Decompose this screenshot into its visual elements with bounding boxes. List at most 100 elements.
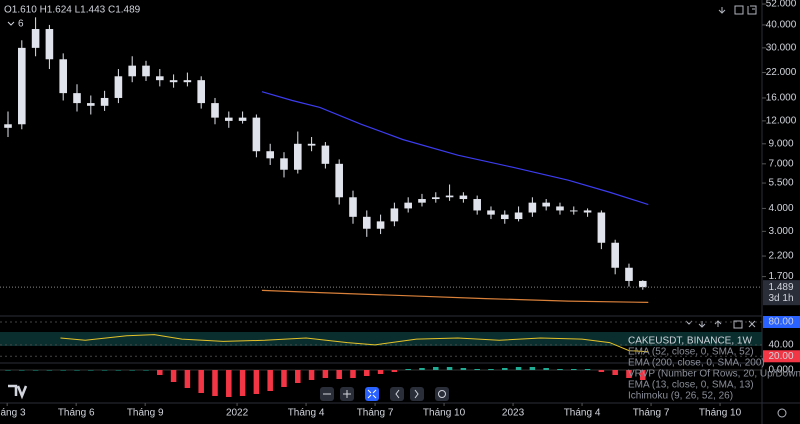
candle-body bbox=[500, 214, 509, 220]
macd-bar bbox=[571, 369, 577, 370]
countdown: 3d 1h bbox=[768, 293, 793, 304]
macd-bar bbox=[460, 368, 467, 370]
candle-body bbox=[390, 208, 399, 222]
icon[interactable] bbox=[733, 320, 743, 329]
scroll-right[interactable] bbox=[410, 387, 424, 401]
candle-body bbox=[487, 210, 495, 215]
macd-bar bbox=[488, 369, 494, 370]
macd-bar bbox=[281, 370, 287, 387]
macd-bar bbox=[101, 370, 108, 371]
macd-tick-label: 0.000 bbox=[768, 365, 793, 376]
last-price-box bbox=[763, 280, 800, 306]
x-tick-label: Tháng 4 bbox=[564, 408, 601, 419]
macd-bar bbox=[46, 370, 53, 371]
y-tick-label: 52.000 bbox=[766, 0, 797, 10]
plot-area bbox=[4, 17, 649, 303]
candle-body bbox=[266, 151, 274, 159]
indicator-legend: CAKEUSDT, BINANCE, 1W bbox=[628, 336, 752, 347]
scroll-left[interactable] bbox=[390, 387, 404, 401]
x-tick-label: Tháng 3 bbox=[0, 408, 26, 419]
macd-bar bbox=[226, 370, 232, 397]
candle-body bbox=[349, 197, 357, 217]
macd-bar bbox=[74, 370, 80, 371]
x-tick-label: 2023 bbox=[502, 408, 525, 419]
overlay-line bbox=[261, 289, 649, 303]
candle-body bbox=[445, 195, 454, 198]
y-tick-label: 16.000 bbox=[766, 93, 797, 104]
macd-bar bbox=[419, 368, 425, 370]
macd-bar bbox=[529, 367, 536, 370]
macd-bar bbox=[212, 370, 218, 396]
macd-bar bbox=[350, 370, 356, 378]
macd-bar bbox=[474, 369, 480, 370]
candle-body bbox=[514, 212, 523, 220]
macd-bar bbox=[515, 367, 522, 370]
candle-body bbox=[169, 80, 178, 83]
macd-bar bbox=[640, 370, 646, 380]
candle-body bbox=[100, 97, 109, 106]
candle-body bbox=[376, 221, 385, 229]
macd-bar bbox=[170, 370, 177, 382]
indicator-legend: EMA (200, close, 0, SMA, 200) bbox=[628, 358, 765, 369]
y-tick-label: 9.000 bbox=[768, 138, 793, 149]
rsi-tick-box bbox=[763, 350, 800, 363]
macd-bar bbox=[184, 370, 191, 388]
collapse-icon[interactable] bbox=[7, 21, 15, 26]
rsi-tick-label: 20.00 bbox=[768, 351, 793, 362]
candle-body bbox=[45, 29, 54, 60]
macd-bar bbox=[32, 370, 39, 371]
macd-bar bbox=[115, 370, 122, 371]
icon bbox=[438, 390, 446, 398]
macd-bar bbox=[584, 369, 591, 370]
icon[interactable] bbox=[718, 7, 726, 14]
candle-body bbox=[293, 143, 302, 170]
icon[interactable] bbox=[747, 5, 757, 15]
reset-view[interactable] bbox=[365, 387, 379, 401]
reload[interactable] bbox=[435, 387, 449, 401]
macd-bar bbox=[239, 370, 246, 396]
candle-body bbox=[321, 145, 330, 164]
candle-body bbox=[638, 280, 647, 288]
rsi-line bbox=[60, 334, 649, 353]
candle-body bbox=[528, 202, 537, 213]
macd-bar bbox=[157, 370, 163, 375]
x-tick-label: Tháng 10 bbox=[699, 408, 742, 419]
candle-body bbox=[224, 117, 233, 121]
candle-body bbox=[4, 124, 12, 128]
rsi-tick-label: 40.00 bbox=[768, 339, 793, 350]
indicator-count[interactable]: 6 bbox=[18, 19, 24, 30]
candle-body bbox=[459, 195, 468, 200]
y-tick-label: 5.500 bbox=[768, 178, 793, 189]
x-tick-label: Tháng 10 bbox=[423, 408, 466, 419]
overlay-line bbox=[261, 91, 649, 206]
macd-bar bbox=[308, 370, 315, 380]
nav-toolbar bbox=[320, 387, 449, 401]
indicator-legend: EMA (52, close, 0, SMA, 52) bbox=[628, 347, 754, 358]
indicator-legend: VRVP (Number Of Rows, 20, Up/Down, 70) bbox=[628, 369, 800, 380]
candle-body bbox=[335, 163, 343, 198]
settings-icon[interactable] bbox=[777, 408, 787, 418]
candle-body bbox=[183, 80, 192, 83]
candle-body bbox=[156, 76, 164, 81]
rsi-tick-box bbox=[763, 316, 800, 328]
candle-body bbox=[252, 117, 261, 152]
macd-bar bbox=[129, 370, 135, 371]
candle-body bbox=[431, 197, 440, 200]
candle-body bbox=[362, 216, 371, 229]
x-tick-label: Tháng 7 bbox=[357, 408, 394, 419]
candle-body bbox=[542, 202, 550, 207]
macd-bar bbox=[364, 370, 370, 376]
x-tick-label: 2022 bbox=[226, 408, 249, 419]
candle-body bbox=[142, 65, 150, 77]
y-tick-label: 12.000 bbox=[766, 116, 797, 127]
y-tick-label: 7.000 bbox=[768, 158, 793, 169]
candle-body bbox=[197, 80, 205, 104]
logo bbox=[8, 384, 28, 400]
y-tick-label: 22.000 bbox=[766, 67, 797, 78]
macd-bar bbox=[502, 368, 508, 370]
macd-bar bbox=[543, 368, 549, 370]
rsi-band bbox=[0, 332, 762, 346]
macd-bar bbox=[267, 370, 273, 391]
icon[interactable] bbox=[734, 5, 744, 15]
icon[interactable] bbox=[685, 320, 722, 328]
